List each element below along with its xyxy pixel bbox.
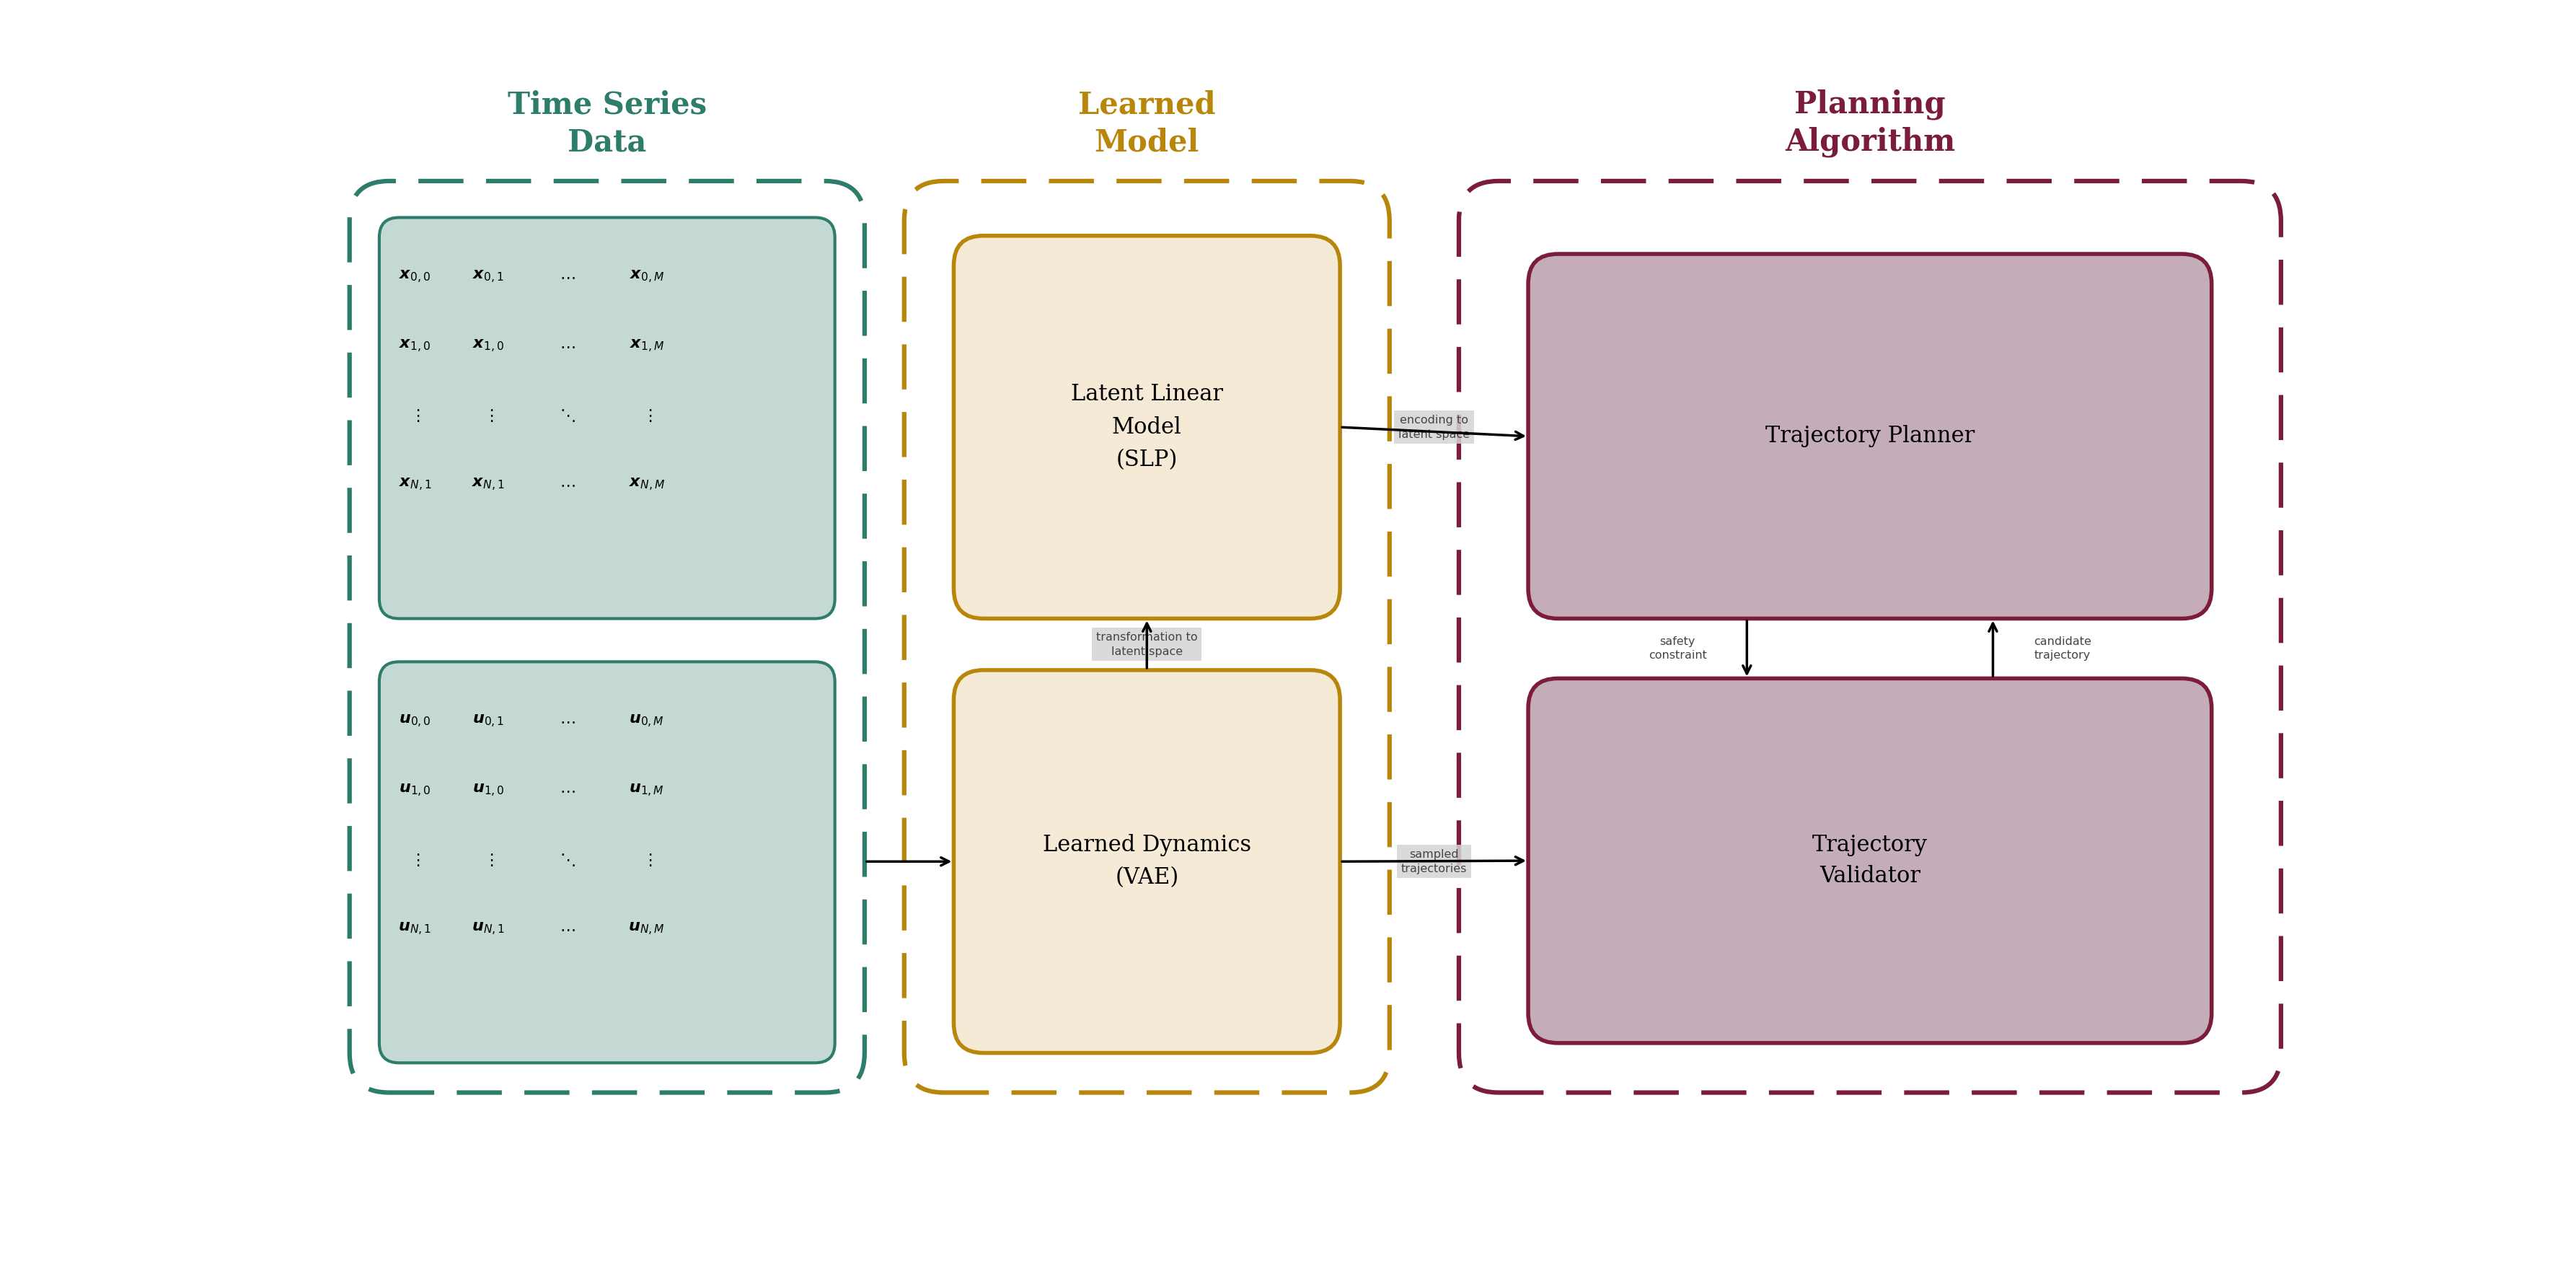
Text: $\boldsymbol{u}_{1,0}$: $\boldsymbol{u}_{1,0}$ <box>471 783 505 798</box>
FancyBboxPatch shape <box>953 236 1340 619</box>
FancyBboxPatch shape <box>1528 253 2213 619</box>
Text: $\cdots$: $\cdots$ <box>559 339 574 353</box>
Text: $\cdots$: $\cdots$ <box>559 270 574 284</box>
Text: $\boldsymbol{x}_{N,1}$: $\boldsymbol{x}_{N,1}$ <box>471 477 505 493</box>
Text: $\boldsymbol{x}_{0,M}$: $\boldsymbol{x}_{0,M}$ <box>629 269 665 285</box>
Text: $\boldsymbol{u}_{0,M}$: $\boldsymbol{u}_{0,M}$ <box>629 714 665 729</box>
Text: $\cdots$: $\cdots$ <box>559 783 574 798</box>
Text: Learned
Model: Learned Model <box>1079 90 1216 158</box>
Text: $\boldsymbol{u}_{N,M}$: $\boldsymbol{u}_{N,M}$ <box>629 922 665 937</box>
Text: $\boldsymbol{x}_{1,0}$: $\boldsymbol{x}_{1,0}$ <box>399 338 430 354</box>
Text: $\boldsymbol{u}_{0,1}$: $\boldsymbol{u}_{0,1}$ <box>471 714 505 729</box>
Text: $\ddots$: $\ddots$ <box>559 407 574 424</box>
Text: candidate
trajectory: candidate trajectory <box>2032 636 2092 661</box>
FancyBboxPatch shape <box>953 670 1340 1053</box>
Text: $\boldsymbol{x}_{1,0}$: $\boldsymbol{x}_{1,0}$ <box>471 338 505 354</box>
Text: $\boldsymbol{x}_{N,M}$: $\boldsymbol{x}_{N,M}$ <box>629 477 665 493</box>
Text: $\boldsymbol{u}_{N,1}$: $\boldsymbol{u}_{N,1}$ <box>399 922 433 937</box>
Text: Time Series
Data: Time Series Data <box>507 90 706 158</box>
Text: $\boldsymbol{u}_{1,0}$: $\boldsymbol{u}_{1,0}$ <box>399 783 430 798</box>
Text: Planning
Algorithm: Planning Algorithm <box>1785 88 1955 158</box>
Text: $\vdots$: $\vdots$ <box>410 407 420 424</box>
Text: $\vdots$: $\vdots$ <box>410 852 420 868</box>
Text: $\boldsymbol{x}_{0,0}$: $\boldsymbol{x}_{0,0}$ <box>399 269 430 285</box>
FancyBboxPatch shape <box>379 217 835 619</box>
Text: $\boldsymbol{x}_{N,1}$: $\boldsymbol{x}_{N,1}$ <box>399 477 430 493</box>
Text: Trajectory
Validator: Trajectory Validator <box>1814 834 1927 888</box>
FancyBboxPatch shape <box>379 662 835 1063</box>
Text: $\cdots$: $\cdots$ <box>559 478 574 492</box>
Text: $\vdots$: $\vdots$ <box>641 407 652 424</box>
Text: $\boldsymbol{u}_{0,0}$: $\boldsymbol{u}_{0,0}$ <box>399 714 430 729</box>
Text: $\vdots$: $\vdots$ <box>484 407 495 424</box>
Text: encoding to
latent space: encoding to latent space <box>1399 415 1471 440</box>
Text: transformation to
latent space: transformation to latent space <box>1097 632 1198 657</box>
Text: $\boldsymbol{x}_{1,M}$: $\boldsymbol{x}_{1,M}$ <box>629 338 665 354</box>
Text: Learned Dynamics
(VAE): Learned Dynamics (VAE) <box>1043 834 1252 889</box>
Text: $\boldsymbol{u}_{N,1}$: $\boldsymbol{u}_{N,1}$ <box>471 922 505 937</box>
Text: $\boldsymbol{u}_{1,M}$: $\boldsymbol{u}_{1,M}$ <box>629 783 665 798</box>
Text: $\boldsymbol{x}_{0,1}$: $\boldsymbol{x}_{0,1}$ <box>471 269 505 285</box>
Text: $\vdots$: $\vdots$ <box>641 852 652 868</box>
Text: $\ddots$: $\ddots$ <box>559 852 574 868</box>
Text: $\cdots$: $\cdots$ <box>559 714 574 729</box>
Text: Latent Linear
Model
(SLP): Latent Linear Model (SLP) <box>1072 383 1224 472</box>
Text: Trajectory Planner: Trajectory Planner <box>1765 425 1976 448</box>
Text: $\vdots$: $\vdots$ <box>484 852 495 868</box>
Text: $\cdots$: $\cdots$ <box>559 922 574 937</box>
Text: safety
constraint: safety constraint <box>1649 636 1708 661</box>
FancyBboxPatch shape <box>1528 678 2213 1043</box>
Text: sampled
trajectories: sampled trajectories <box>1401 849 1468 874</box>
